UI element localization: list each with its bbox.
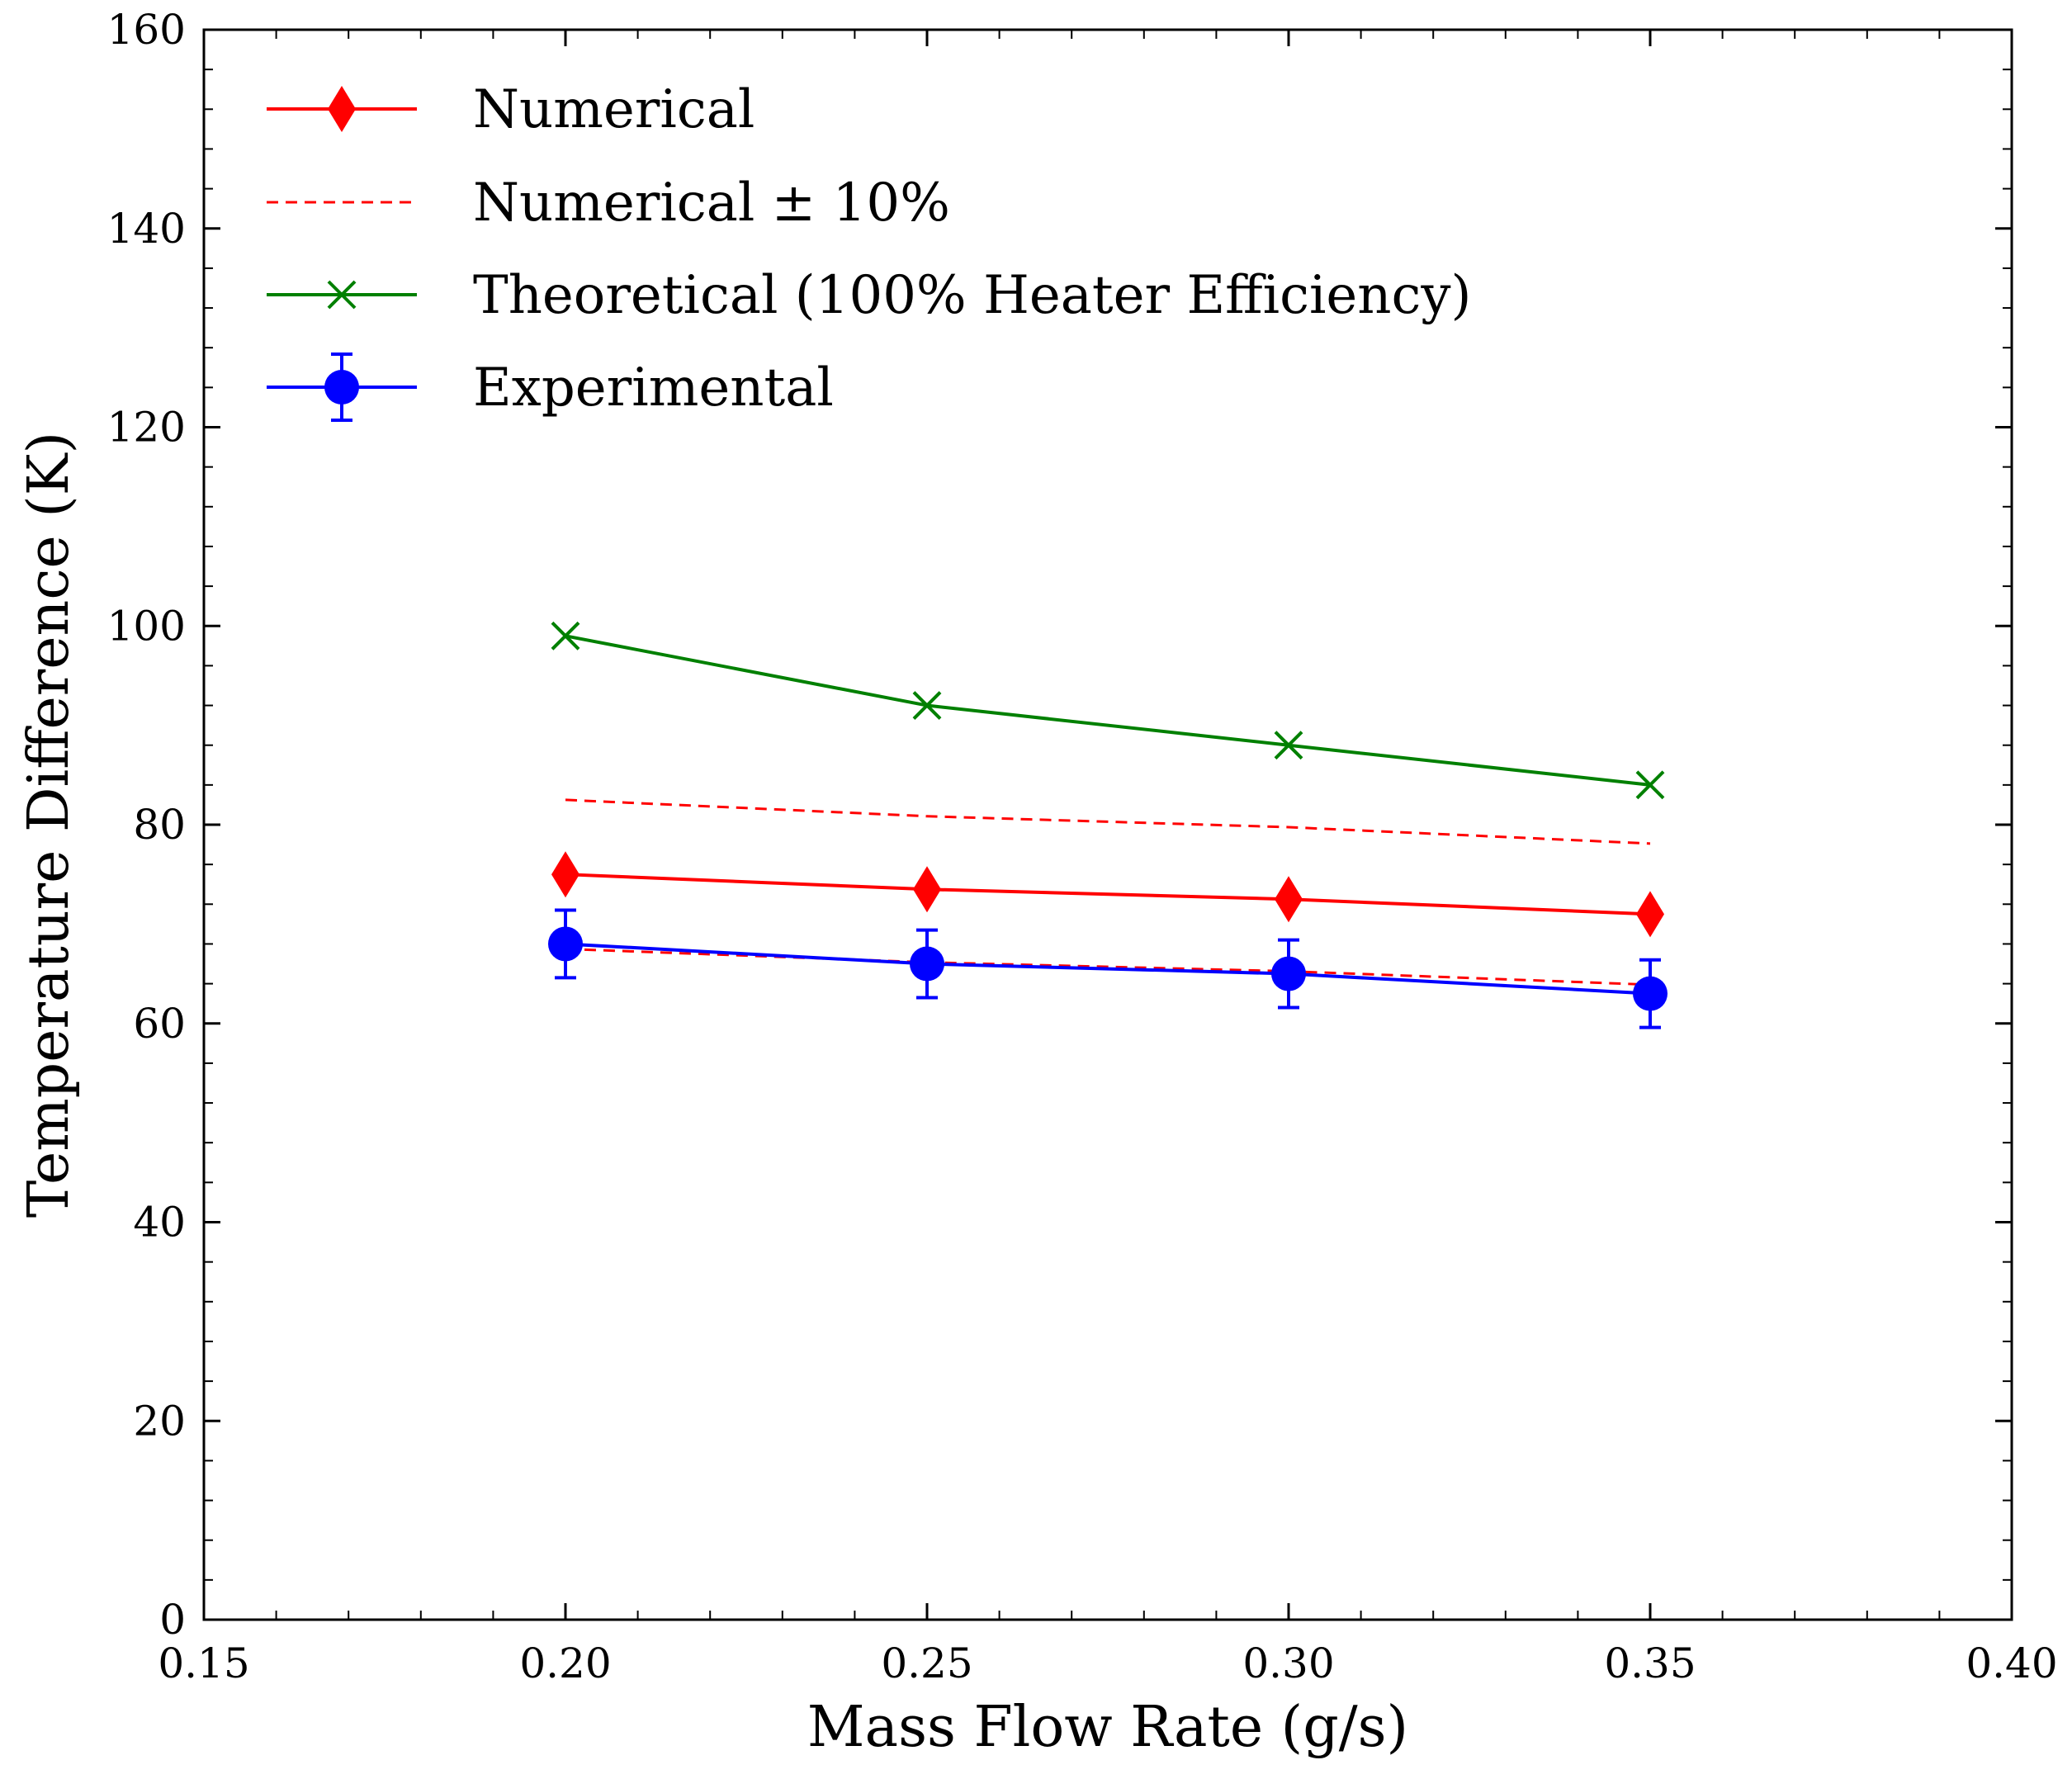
experimental-point	[548, 926, 583, 962]
theoretical-point	[1635, 770, 1665, 800]
x-tick-label: 0.20	[519, 1639, 611, 1687]
legend-label: Experimental	[473, 357, 834, 419]
theoretical-point	[1274, 731, 1303, 760]
y-tick-label: 40	[133, 1199, 186, 1247]
y-tick-label: 160	[107, 6, 186, 54]
experimental-point	[1271, 956, 1306, 991]
series-layer	[548, 621, 1668, 1029]
legend-item: Theoretical (100% Heater Efficiency)	[267, 265, 1471, 326]
numerical-point	[1636, 891, 1664, 938]
y-tick-label: 100	[107, 602, 186, 650]
series-theoretical-line	[565, 634, 1651, 787]
legend-item: Numerical	[267, 79, 755, 140]
theoretical-point	[912, 691, 942, 720]
y-tick-label: 0	[159, 1596, 186, 1644]
x-axis-title: Mass Flow Rate (g/s)	[807, 1695, 1408, 1760]
legend: Numerical Numerical ± 10% Theoretical (100…	[267, 79, 1471, 422]
series-numerical-upper-10pct	[565, 798, 1651, 845]
x-tick-label: 0.25	[881, 1639, 972, 1687]
x-tick-label: 0.30	[1242, 1639, 1334, 1687]
legend-item: Numerical ± 10%	[267, 173, 950, 234]
x-tick-label: 0.15	[158, 1639, 249, 1687]
x-tick-label: 0.35	[1604, 1639, 1696, 1687]
legend-swatch-marker	[327, 280, 357, 310]
experimental-point	[910, 946, 944, 982]
numerical-point	[913, 866, 941, 913]
legend-swatch-marker	[328, 86, 356, 132]
y-tick-label: 80	[133, 801, 186, 849]
numerical-point	[1275, 876, 1303, 923]
y-tick-label: 20	[133, 1397, 186, 1445]
series-numerical-line	[565, 873, 1651, 916]
legend-label: Theoretical (100% Heater Efficiency)	[473, 265, 1471, 326]
experimental-point	[1633, 976, 1668, 1011]
x-tick-label: 0.40	[1966, 1639, 2057, 1687]
y-tick-label: 120	[107, 404, 186, 452]
numerical-point	[551, 851, 579, 898]
legend-swatch-marker	[324, 370, 359, 405]
y-axis-title: Temperature Difference (K)	[17, 432, 82, 1218]
series-experimental-line	[565, 942, 1651, 996]
legend-label: Numerical ± 10%	[473, 173, 950, 234]
series-numerical-lower-10pct	[565, 947, 1651, 986]
y-tick-label: 140	[107, 205, 186, 253]
y-tick-label: 60	[133, 1000, 186, 1048]
legend-item: Experimental	[267, 352, 834, 422]
theoretical-point	[551, 621, 580, 651]
legend-label: Numerical	[473, 79, 755, 140]
axis-ticks: 0.15 0.20 0.25 0.30 0.35 0.40 0 20 40 60 80 100 120 1…	[107, 6, 2058, 1687]
